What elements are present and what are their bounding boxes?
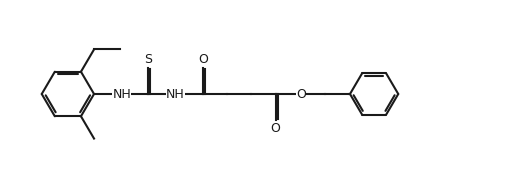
Text: O: O xyxy=(296,87,306,101)
Text: O: O xyxy=(198,53,208,66)
Text: S: S xyxy=(144,53,152,66)
Text: NH: NH xyxy=(166,87,185,101)
Text: O: O xyxy=(271,122,280,135)
Text: NH: NH xyxy=(112,87,131,101)
